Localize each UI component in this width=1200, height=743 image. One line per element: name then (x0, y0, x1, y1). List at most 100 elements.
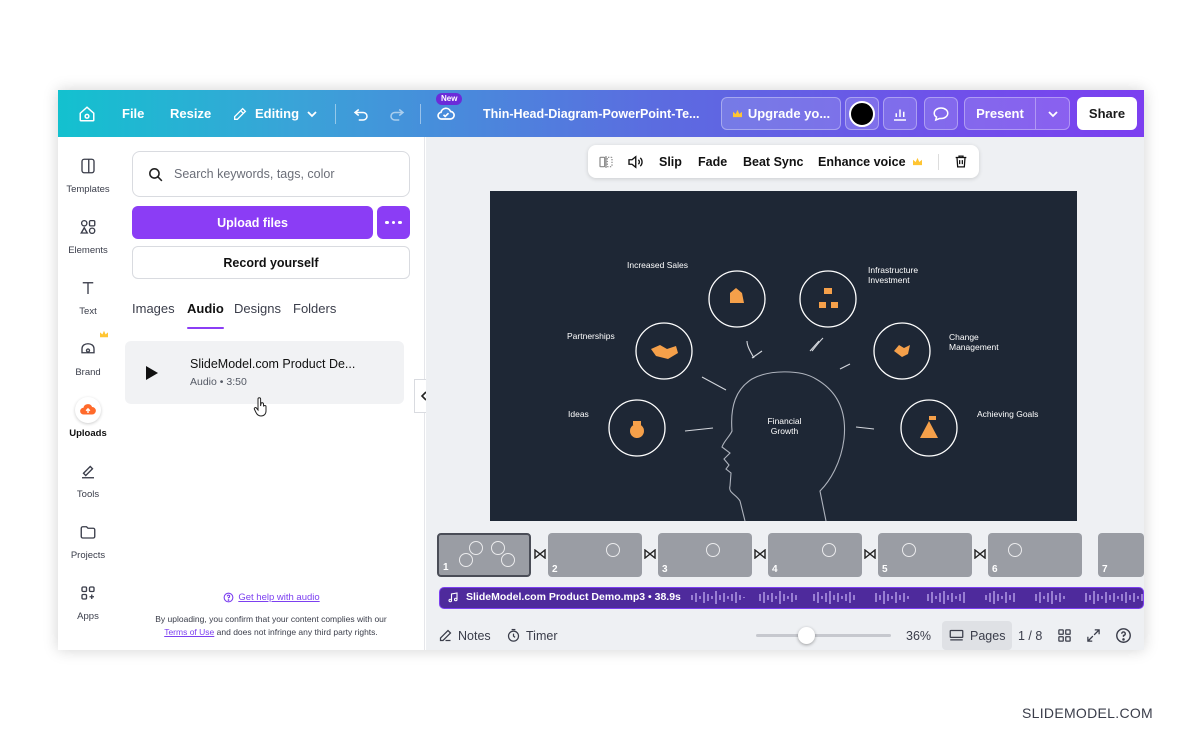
play-button[interactable] (140, 361, 164, 385)
undo-button[interactable] (352, 90, 370, 137)
audio-track[interactable]: SlideModel.com Product Demo.mp3 • 38.9s (439, 587, 1144, 609)
dot (391, 220, 396, 225)
volume-button[interactable] (626, 145, 644, 178)
search-input[interactable] (174, 167, 394, 181)
pages-button[interactable]: Pages (942, 621, 1013, 650)
redo-icon (390, 108, 405, 121)
grid-icon (1058, 629, 1071, 642)
notes-button[interactable]: Notes (438, 621, 491, 650)
present-options-button[interactable] (1037, 108, 1069, 120)
rail-item-tools[interactable]: Tools (58, 456, 118, 512)
beat-sync-button[interactable]: Beat Sync (743, 154, 804, 169)
rail-item-elements[interactable]: Elements (58, 212, 118, 268)
waveform (691, 591, 1143, 604)
expand-icon (1087, 629, 1100, 642)
help-button[interactable] (1115, 621, 1132, 650)
templates-icon (81, 158, 95, 174)
page-thumbnail[interactable]: 7 (1098, 533, 1144, 577)
page-thumbnail[interactable]: 2 (548, 533, 642, 577)
rail-item-text[interactable]: Text (58, 273, 118, 329)
pencil-icon (234, 107, 247, 120)
transition-button[interactable] (863, 547, 877, 561)
separator (335, 104, 336, 124)
enhance-voice-button[interactable]: Enhance voice (818, 145, 923, 178)
delete-button[interactable] (953, 145, 969, 178)
search-icon (149, 167, 163, 181)
slip-button[interactable]: Slip (659, 154, 682, 169)
center-label-line: Financial (767, 416, 802, 426)
label-partnerships: Partnerships (567, 331, 615, 341)
transition-button[interactable] (973, 547, 987, 561)
zoom-slider[interactable] (756, 621, 891, 650)
insights-button[interactable] (883, 97, 917, 130)
zoom-level[interactable]: 36% (906, 628, 932, 643)
audio-list-item[interactable]: SlideModel.com Product De... Audio • 3:5… (125, 341, 404, 417)
search-box[interactable] (132, 151, 410, 197)
rail-label: Tools (76, 489, 100, 500)
document-title[interactable]: Thin-Head-Diagram-PowerPoint-Te... (483, 106, 700, 121)
hand-cursor-icon (253, 397, 267, 417)
fullscreen-button[interactable] (1086, 621, 1101, 650)
transition-button[interactable] (753, 547, 767, 561)
tab-folders[interactable]: Folders (293, 301, 337, 316)
rail-item-apps[interactable]: Apps (58, 578, 118, 634)
editing-mode-button[interactable]: Editing (232, 90, 318, 137)
tab-designs[interactable]: Designs (234, 301, 281, 316)
color-picker-button[interactable] (845, 97, 879, 130)
page-number: 2 (552, 564, 558, 575)
split-audio-button[interactable] (598, 145, 614, 178)
transition-button[interactable] (643, 547, 657, 561)
page-number: 5 (882, 564, 888, 575)
share-button[interactable]: Share (1077, 97, 1137, 130)
center-label-line: Growth (770, 426, 799, 436)
timer-button[interactable]: Timer (506, 621, 557, 650)
crown-icon (732, 109, 742, 118)
transition-icon (534, 549, 546, 559)
upgrade-button[interactable]: Upgrade yo... (721, 97, 841, 130)
upload-files-button[interactable]: Upload files (132, 206, 373, 239)
help-link[interactable]: Get help with audio (238, 592, 320, 603)
home-button[interactable] (78, 90, 96, 137)
tab-images[interactable]: Images (132, 301, 175, 316)
fade-button[interactable]: Fade (698, 154, 728, 169)
record-yourself-button[interactable]: Record yourself (132, 246, 410, 279)
disclaimer-text: and does not infringe any third party ri… (216, 627, 378, 637)
pages-label: Pages (970, 628, 1006, 643)
trash-icon (955, 155, 967, 168)
rail-item-templates[interactable]: Templates (58, 151, 118, 207)
redo-button[interactable] (388, 90, 406, 137)
app-window: File Resize Editing New Thin-Head-Diagra… (58, 90, 1144, 650)
brand-icon (81, 343, 95, 354)
transition-button[interactable] (533, 547, 547, 561)
zoom-slider-handle[interactable] (798, 627, 815, 644)
help-icon (1116, 628, 1131, 643)
bar-chart-icon (894, 109, 906, 121)
rail-item-uploads[interactable]: Uploads (58, 395, 118, 451)
rail-item-brand[interactable]: Brand (58, 334, 118, 390)
page-thumbnail[interactable]: 3 (658, 533, 752, 577)
audio-track-label: SlideModel.com Product Demo.mp3 • 38.9s (466, 591, 681, 603)
pages-icon (949, 629, 964, 641)
help-link-row[interactable]: Get help with audio (118, 592, 425, 603)
cloud-save-button[interactable] (436, 90, 456, 137)
upgrade-label: Upgrade yo... (747, 106, 831, 121)
page-thumbnail[interactable]: 6 (988, 533, 1082, 577)
head-diagram (608, 270, 958, 521)
present-button[interactable]: Present (976, 106, 1024, 121)
file-menu[interactable]: File (122, 106, 145, 121)
tab-audio[interactable]: Audio (187, 301, 224, 329)
grid-view-button[interactable] (1057, 621, 1072, 650)
resize-button[interactable]: Resize (170, 106, 212, 121)
audio-meta: Audio • 3:50 (190, 376, 247, 388)
rail-item-projects[interactable]: Projects (58, 517, 118, 573)
page-thumbnail[interactable]: 4 (768, 533, 862, 577)
page-indicator: 1 / 8 (1018, 628, 1043, 643)
more-options-button[interactable] (377, 206, 410, 239)
separator (420, 104, 421, 124)
comments-button[interactable] (924, 97, 958, 130)
page-thumbnail[interactable]: 5 (878, 533, 972, 577)
slide-canvas[interactable]: Financial Growth Increased Sales Infrast… (490, 191, 1077, 521)
page-thumbnail[interactable]: 1 (437, 533, 531, 577)
terms-of-use-link[interactable]: Terms of Use (164, 627, 215, 637)
undo-icon (353, 108, 368, 121)
